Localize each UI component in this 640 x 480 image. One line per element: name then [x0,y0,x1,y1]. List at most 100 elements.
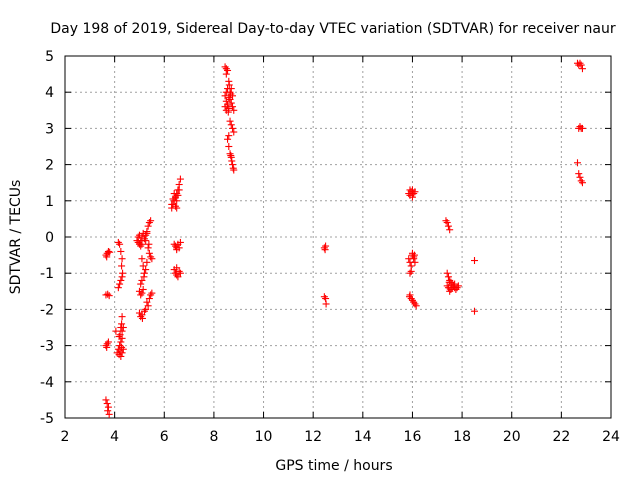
data-point [225,81,233,89]
data-point [113,349,121,357]
data-point [174,191,182,199]
data-point [118,327,126,335]
data-point [169,195,177,203]
data-point [103,343,111,351]
data-point [106,248,114,256]
data-point [226,95,234,103]
data-point [222,70,230,78]
data-point [138,289,146,297]
data-point [445,278,453,286]
data-point [145,249,153,257]
data-point [105,292,113,300]
data-point [173,197,181,205]
y-tick-label: -3 [40,339,54,355]
data-point [444,273,452,281]
data-point [112,327,120,335]
data-point [134,233,142,241]
x-tick-label: 20 [503,429,521,445]
data-point [229,124,237,132]
data-point [143,298,151,306]
y-tick-label: 1 [45,194,54,210]
x-tick-label: 4 [110,429,119,445]
data-point [175,186,183,194]
data-point [140,273,148,281]
data-point [148,255,156,263]
data-point [145,295,153,303]
data-point [119,324,127,331]
data-point [102,396,110,404]
data-point [176,175,184,183]
data-point [117,338,125,346]
data-point [406,186,414,194]
data-point [117,276,125,284]
data-point [225,143,233,150]
data-point [148,289,156,297]
data-point [116,240,124,248]
data-point [138,255,146,263]
data-point [147,291,155,299]
data-point [573,159,581,167]
data-point [143,258,151,266]
data-point [224,135,232,143]
x-tick-label: 14 [354,429,372,445]
data-point [114,284,122,292]
data-point [448,284,456,292]
data-point [221,92,229,100]
data-point [142,266,150,274]
data-point [229,161,237,169]
data-point [575,170,583,178]
data-point [102,291,110,299]
data-point [320,293,328,301]
x-tick-label: 24 [602,429,620,445]
y-tick-label: 2 [45,158,54,174]
data-point [118,320,126,328]
x-tick-label: 12 [304,429,322,445]
x-tick-label: 10 [255,429,273,445]
data-point [118,313,126,321]
y-tick-label: -5 [40,411,54,427]
data-point [321,246,329,254]
data-point [443,219,451,227]
data-point [471,307,478,315]
data-point [443,282,451,290]
x-tick-label: 8 [209,429,218,445]
data-point [118,262,126,270]
y-tick-label: 3 [45,121,54,137]
data-point [229,103,237,111]
data-point [443,269,451,277]
data-point [104,290,112,298]
data-point [118,273,126,281]
y-tick-label: 0 [45,230,54,246]
data-point [173,204,181,212]
data-point [118,334,126,342]
data-point [411,258,419,266]
data-point [105,410,113,418]
data-point [225,132,233,140]
data-point [145,219,153,227]
data-point [226,150,234,158]
data-point [577,177,585,185]
data-point [471,257,478,265]
data-point [104,338,112,346]
data-points [102,59,586,418]
y-tick-label: -4 [40,375,54,391]
y-tick-label: -2 [40,302,54,318]
y-tick-label: 4 [45,85,54,101]
data-point [144,222,152,230]
data-point [119,345,127,353]
data-point [576,173,584,181]
data-point [405,293,413,301]
data-point [139,262,147,270]
data-point [144,244,152,252]
chart-title: Day 198 of 2019, Sidereal Day-to-day VTE… [50,21,616,37]
data-point [222,97,230,105]
data-point [224,108,232,116]
data-point [168,200,176,208]
x-tick-label: 18 [453,429,471,445]
y-tick-label: 5 [45,49,54,65]
data-point [224,66,232,74]
data-point [139,285,147,293]
data-point [103,253,111,261]
data-point [228,157,236,165]
